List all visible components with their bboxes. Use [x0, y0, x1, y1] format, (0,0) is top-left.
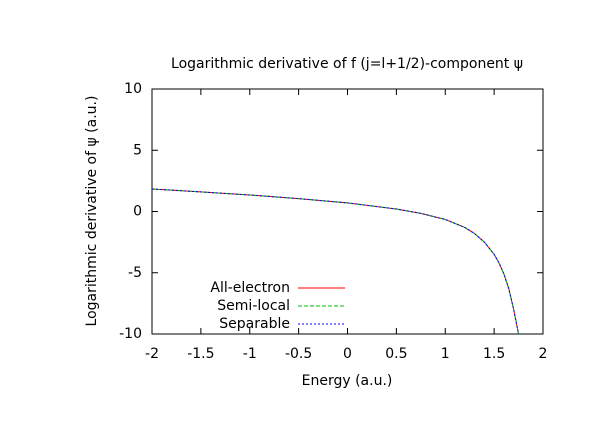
legend-label: Semi-local: [217, 298, 290, 314]
y-tick-label: 5: [133, 142, 142, 158]
x-axis-label: Energy (a.u.): [302, 373, 393, 389]
x-tick-label: -1: [243, 346, 257, 362]
y-tick-label: -10: [119, 326, 142, 342]
x-tick-label: -2: [145, 346, 159, 362]
x-tick-label: 1: [441, 346, 450, 362]
chart-title: Logarithmic derivative of f (j=l+1/2)-co…: [171, 56, 523, 72]
x-tick-label: 0: [343, 346, 352, 362]
x-tick-label: 1.5: [483, 346, 505, 362]
series-line: [151, 188, 520, 335]
series-line: [151, 188, 520, 335]
y-tick-label: 0: [133, 204, 142, 220]
x-tick-label: 0.5: [385, 346, 407, 362]
y-tick-label: -5: [128, 265, 142, 281]
plot-frame: [151, 88, 544, 335]
legend-label: All-electron: [210, 280, 290, 296]
x-tick-label: -1.5: [187, 346, 214, 362]
y-tick-label: 10: [124, 81, 142, 97]
legend-label: Separable: [219, 316, 290, 332]
y-axis-label: Logarithmic derivative of ψ (a.u.): [84, 96, 100, 327]
series-line: [151, 188, 520, 335]
x-tick-label: 2: [539, 346, 548, 362]
x-tick-label: -0.5: [285, 346, 312, 362]
